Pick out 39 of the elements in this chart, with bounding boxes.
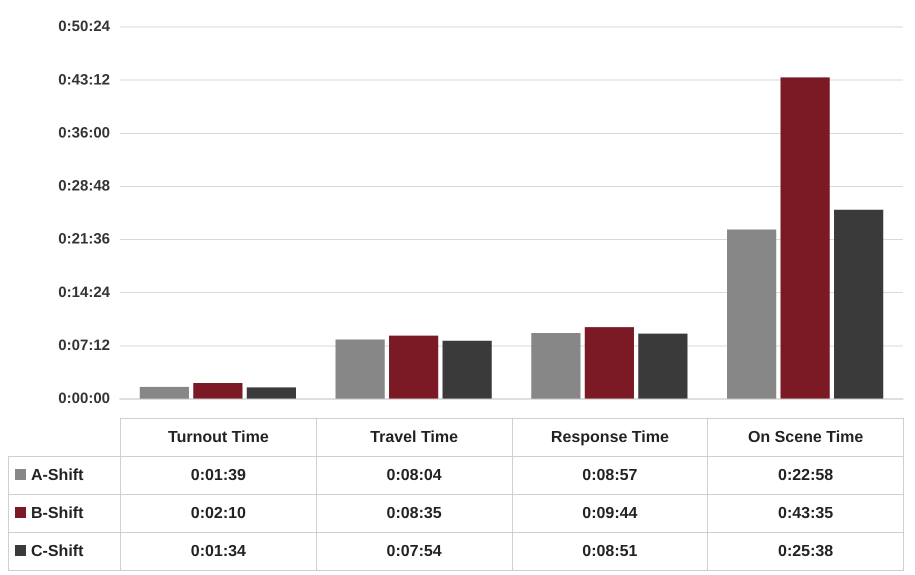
bar [780,77,830,398]
data-label: 0:08:57 [512,456,708,494]
data-label: 0:01:39 [120,456,316,494]
bar [336,339,385,398]
y-tick-label: 0:00:00 [58,390,110,408]
bar [389,336,438,398]
bar [834,210,884,398]
y-tick-label: 0:43:12 [58,71,110,88]
y-tick-label: 0:28:48 [58,178,110,195]
bar [246,387,296,398]
bar [531,332,580,398]
y-tick-label: 0:50:24 [58,18,111,36]
legend-label: A-Shift [31,466,84,484]
y-tick-label: 0:21:36 [58,230,110,248]
legend-label: C-Shift [31,542,84,560]
data-label: 0:22:58 [708,456,904,494]
bar [584,327,634,398]
x-tick-label: Response Time [512,418,708,456]
data-label: 0:09:44 [512,494,708,532]
y-tick-label: 0:14:24 [58,284,111,301]
bar [442,340,492,398]
data-label: 0:25:38 [708,532,904,570]
y-tick-label: 0:07:12 [58,337,110,354]
bar [638,334,688,398]
data-label: 0:43:35 [708,494,904,532]
data-label: 0:07:54 [316,532,512,570]
x-tick-label: Travel Time [316,418,512,456]
bar [193,383,242,398]
data-label: 0:01:34 [120,532,316,570]
bar [140,386,189,398]
data-label: 0:08:04 [316,456,512,494]
data-label: 0:02:10 [120,494,316,532]
legend-label: B-Shift [31,504,84,522]
x-tick-label: Turnout Time [120,418,316,456]
data-label: 0:08:35 [316,494,512,532]
y-tick-label: 0:36:00 [58,124,110,142]
data-label: 0:08:51 [512,532,708,570]
bar [727,229,776,398]
x-tick-label: On Scene Time [708,418,904,456]
